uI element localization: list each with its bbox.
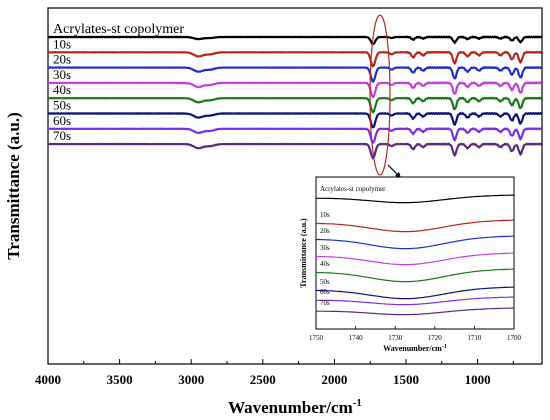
inset-x-axis: 1750 1740 1730 1720 1710 1700 — [309, 326, 522, 342]
inset-x-tick-label: 1750 — [309, 334, 324, 342]
inset-x-axis-label: Wavenumber/cm-1 — [383, 344, 447, 353]
inset-series-label: 20s — [320, 227, 330, 235]
series-line-20s — [48, 66, 543, 83]
inset-x-axis-label-text: Wavenumber/cm — [383, 344, 442, 353]
inset-x-axis-label-sup: -1 — [442, 344, 447, 350]
inset-series-label: Acrylates-st copolymer — [320, 185, 386, 193]
inset-series-line — [316, 194, 514, 204]
x-tick-label: 3500 — [107, 372, 133, 387]
inset-series-label: 30s — [320, 244, 330, 252]
series-label: Acrylates-st copolymer — [53, 22, 184, 37]
series-label: 30s — [53, 67, 71, 82]
inset-series-label: 50s — [320, 278, 330, 286]
inset-series-line — [315, 286, 515, 300]
series-label: 20s — [53, 52, 71, 67]
series-label: 70s — [53, 128, 71, 143]
series-label: 10s — [53, 36, 71, 51]
series-label: 50s — [53, 98, 71, 113]
series-line-10s — [47, 50, 542, 68]
x-tick-label: 4000 — [35, 372, 61, 387]
inset-series-labels: Acrylates-st copolymer 10s 20s 30s 40s 50s 60s… — [320, 185, 386, 307]
inset-x-tick-label: 1700 — [507, 334, 522, 342]
series-line-70s — [47, 142, 542, 160]
x-tick-label: 1500 — [393, 372, 419, 387]
x-tick-label: 3000 — [178, 372, 204, 387]
inset-series-label: 10s — [320, 211, 330, 219]
inset-series-line — [316, 268, 515, 283]
inset-y-axis-label: Transmittance (a.u.) — [299, 218, 308, 288]
inset-series-line — [316, 307, 514, 316]
x-axis-label: Wavenumber/cm-1 — [228, 397, 362, 417]
series-line-60s — [47, 127, 543, 144]
inset-frame — [315, 176, 515, 330]
inset-x-tick-label: 1720 — [428, 334, 443, 342]
series-line-30s — [47, 81, 543, 99]
x-axis-label-text: Wavenumber/cm — [228, 398, 353, 417]
series-group — [47, 35, 543, 160]
x-tick-label: 2500 — [250, 372, 276, 387]
inset-series-line — [315, 252, 515, 266]
inset-x-tick-label: 1710 — [467, 334, 482, 342]
inset-series-label: 60s — [320, 288, 330, 296]
series-line-50s — [48, 111, 543, 129]
x-tick-label: 2000 — [321, 372, 347, 387]
x-axis: 4000 3500 3000 2500 2000 1500 1000 — [35, 359, 514, 387]
inset-series-label: 70s — [320, 299, 330, 307]
inset-series-line — [316, 235, 515, 250]
series-line-acrylates-st-copolymer — [47, 35, 543, 46]
inset-series-line — [316, 296, 514, 306]
inset-series-line — [315, 219, 515, 233]
inset-series-label: 40s — [320, 260, 330, 268]
series-label: 40s — [53, 82, 71, 97]
plot-frame — [47, 7, 543, 365]
series-line-40s — [47, 96, 542, 114]
series-label: 60s — [53, 113, 71, 128]
inset-x-tick-label: 1740 — [349, 334, 364, 342]
inset-x-tick-label: 1730 — [388, 334, 403, 342]
callout-ellipse — [369, 14, 391, 176]
x-axis-label-sup: -1 — [353, 397, 362, 409]
y-axis-label: Transmittance (a.u.) — [4, 112, 23, 259]
series-labels: Acrylates-st copolymer10s20s30s40s50s60s… — [53, 22, 184, 143]
inset-series-group — [315, 194, 515, 316]
x-tick-label: 1000 — [465, 372, 491, 387]
